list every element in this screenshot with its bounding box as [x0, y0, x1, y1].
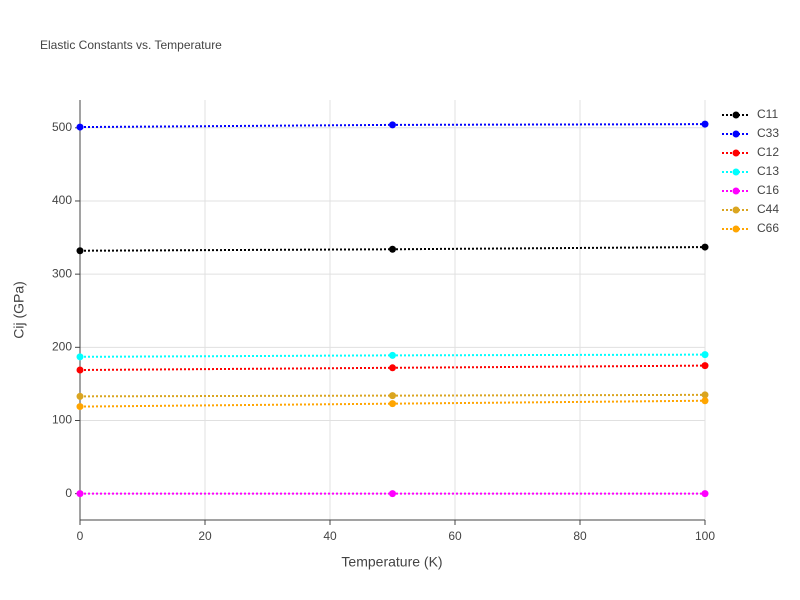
data-point [701, 243, 709, 251]
x-tick-label: 60 [448, 529, 462, 543]
legend-label: C13 [757, 164, 779, 178]
data-point [76, 247, 84, 255]
x-tick-label: 100 [695, 529, 715, 543]
data-point [389, 121, 396, 129]
legend-label: C66 [757, 221, 779, 235]
data-point [389, 245, 396, 253]
legend-marker [732, 206, 740, 214]
x-tick-label: 40 [323, 529, 337, 543]
data-point [389, 400, 396, 408]
legend-label: C12 [757, 145, 779, 159]
y-tick-label: 300 [52, 266, 72, 280]
data-point [389, 364, 396, 372]
data-point [389, 490, 396, 498]
x-axis-title: Temperature (K) [341, 554, 442, 570]
data-point [389, 392, 396, 400]
data-point [701, 397, 709, 405]
data-point [76, 490, 84, 498]
x-tick-label: 80 [573, 529, 587, 543]
y-tick-label: 200 [52, 339, 72, 353]
data-point [76, 353, 84, 361]
y-tick-label: 0 [65, 486, 72, 500]
data-point [389, 351, 396, 359]
x-tick-label: 20 [198, 529, 212, 543]
grid [79, 100, 706, 520]
data-point [76, 403, 84, 411]
legend-marker [732, 130, 740, 138]
legend-marker [732, 168, 740, 176]
legend-marker [732, 225, 740, 233]
data-point [76, 123, 84, 131]
legend-label: C11 [757, 107, 778, 121]
legend-marker [732, 111, 740, 119]
data-point [76, 366, 84, 374]
legend-label: C44 [757, 202, 779, 216]
legend-label: C33 [757, 126, 779, 140]
data-point [701, 490, 709, 498]
y-axis-title: Cij (GPa) [11, 281, 27, 339]
y-tick-label: 400 [52, 193, 72, 207]
data-point [701, 391, 709, 399]
data-point [701, 351, 709, 359]
data-point [701, 120, 709, 128]
legend-label: C16 [757, 183, 779, 197]
legend-marker [732, 149, 740, 157]
data-point [701, 362, 709, 370]
legend-marker [732, 187, 740, 195]
data-point [76, 392, 84, 400]
chart-title: Elastic Constants vs. Temperature [40, 38, 222, 52]
y-tick-label: 100 [52, 413, 72, 427]
x-tick-label: 0 [77, 529, 84, 543]
y-tick-label: 500 [52, 120, 72, 134]
